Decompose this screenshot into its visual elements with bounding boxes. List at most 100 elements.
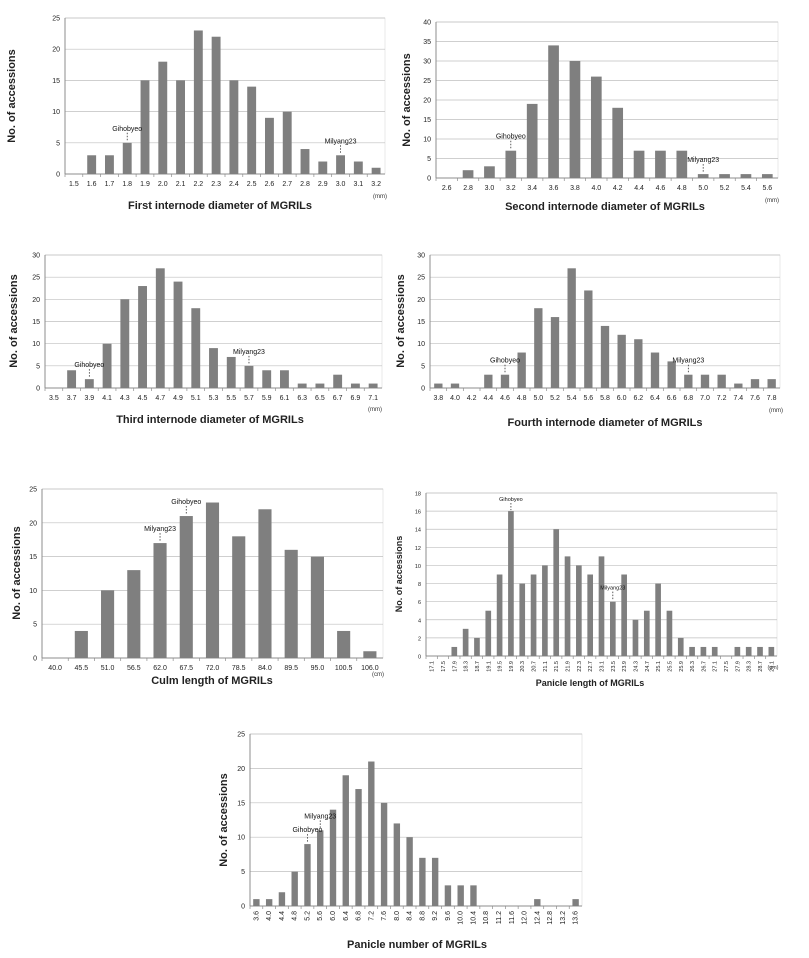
x-tick-label: 19.9: [509, 661, 515, 672]
x-tick-label: 95.0: [311, 665, 325, 672]
y-tick-label: 0: [421, 386, 425, 393]
x-tick-label: 89.5: [284, 665, 298, 672]
x-tick-label: 5.2: [720, 185, 730, 192]
x-tick-label: 1.9: [140, 181, 150, 188]
bar: [193, 30, 203, 175]
chart-first-internode: No. of accessions First internode diamet…: [0, 0, 400, 230]
bar: [633, 150, 645, 178]
annotation-label: Gihobyeo: [112, 126, 142, 133]
chart-panicle-number: No. of accessions Panicle number of MGRI…: [215, 722, 585, 958]
x-tick-label: 6.6: [667, 395, 677, 402]
x-tick-label: 10.4: [470, 911, 477, 925]
x-tick-label: 24.3: [633, 661, 639, 672]
bar: [120, 299, 130, 388]
bar: [650, 352, 660, 388]
x-tick-label: 5.0: [698, 185, 708, 192]
x-tick-label: 21.5: [554, 661, 560, 672]
y-axis-title: No. of accessions: [395, 274, 407, 368]
x-tick-label: 78.5: [232, 665, 246, 672]
bar: [700, 646, 707, 656]
x-tick-label: 2.6: [442, 185, 452, 192]
bar: [371, 167, 381, 174]
y-tick-label: 0: [33, 656, 37, 663]
x-tick-label: 40.0: [48, 665, 62, 672]
y-tick-label: 40: [423, 20, 431, 27]
x-tick-label: 1.8: [122, 181, 132, 188]
x-tick-label: 45.5: [75, 665, 89, 672]
x-tick-label: 3.5: [49, 395, 59, 402]
x-tick-label: 3.6: [253, 911, 260, 921]
x-tick-label: 25.5: [667, 661, 673, 672]
bar: [342, 775, 349, 906]
bar: [462, 170, 474, 178]
bar: [768, 646, 775, 656]
x-tick-label: 3.2: [506, 185, 516, 192]
bar: [485, 610, 492, 656]
bar: [508, 511, 514, 656]
y-axis-title: No. of accessions: [401, 53, 413, 147]
x-tick-label: 29.1: [769, 661, 775, 672]
y-tick-label: 5: [33, 622, 37, 629]
x-tick-label: 8.0: [394, 911, 401, 921]
y-tick-label: 0: [56, 172, 60, 179]
x-tick-label: 10.0: [458, 911, 465, 925]
bar: [84, 379, 94, 388]
unit-label: (cm): [768, 665, 779, 671]
bar: [105, 155, 114, 174]
bar: [265, 899, 273, 906]
y-tick-label: 10: [32, 341, 40, 348]
x-tick-label: 2.1: [176, 181, 186, 188]
x-tick-label: 3.9: [84, 395, 94, 402]
bar: [572, 899, 579, 906]
x-tick-label: 5.6: [583, 395, 593, 402]
bar: [173, 281, 183, 388]
y-tick-label: 25: [423, 78, 431, 85]
y-axis-title: No. of accessions: [8, 274, 20, 368]
bar: [519, 583, 526, 656]
x-tick-label: 3.4: [527, 185, 537, 192]
x-tick-label: 51.0: [101, 665, 115, 672]
bar: [226, 356, 236, 388]
bar: [553, 529, 560, 656]
bar: [138, 286, 147, 388]
y-tick-label: 15: [52, 78, 60, 85]
x-tick-label: 4.6: [656, 185, 666, 192]
chart-panicle-length: No. of accessions Panicle length of MGRI…: [390, 478, 809, 695]
bar: [590, 76, 602, 178]
bar: [711, 646, 718, 656]
y-tick-label: 10: [417, 341, 425, 348]
x-axis-title: Third internode diameter of MGRILs: [116, 414, 304, 426]
y-tick-label: 20: [417, 297, 425, 304]
x-tick-label: 7.8: [767, 395, 777, 402]
bar: [689, 646, 695, 656]
y-tick-label: 10: [52, 109, 60, 116]
x-tick-label: 12.8: [547, 911, 554, 925]
bar: [600, 325, 610, 388]
bar: [67, 370, 77, 388]
y-tick-label: 4: [418, 618, 421, 624]
bar: [337, 630, 351, 658]
x-tick-label: 17.5: [441, 661, 447, 672]
y-tick-label: 15: [423, 117, 431, 124]
x-tick-label: 5.2: [304, 911, 311, 921]
annotation-label: Milyang23: [144, 526, 176, 533]
annotation-label: Milyang23: [672, 358, 704, 365]
y-tick-label: 10: [29, 588, 37, 595]
x-tick-label: 4.6: [500, 395, 510, 402]
bar: [232, 536, 246, 658]
x-tick-label: 5.9: [262, 395, 272, 402]
unit-label: (mm): [368, 407, 382, 413]
x-tick-label: 20.3: [520, 661, 526, 672]
x-tick-label: 28.7: [758, 661, 764, 672]
bar: [434, 383, 443, 388]
x-tick-label: 6.4: [650, 395, 660, 402]
x-tick-label: 22.3: [577, 661, 583, 672]
x-tick-label: 5.4: [567, 395, 577, 402]
x-tick-label: 1.6: [87, 181, 97, 188]
bar: [517, 352, 526, 388]
x-tick-label: 9.6: [445, 911, 452, 921]
x-tick-label: 2.8: [300, 181, 310, 188]
x-tick-label: 2.6: [265, 181, 275, 188]
x-tick-label: 2.0: [158, 181, 168, 188]
x-tick-label: 2.2: [193, 181, 203, 188]
